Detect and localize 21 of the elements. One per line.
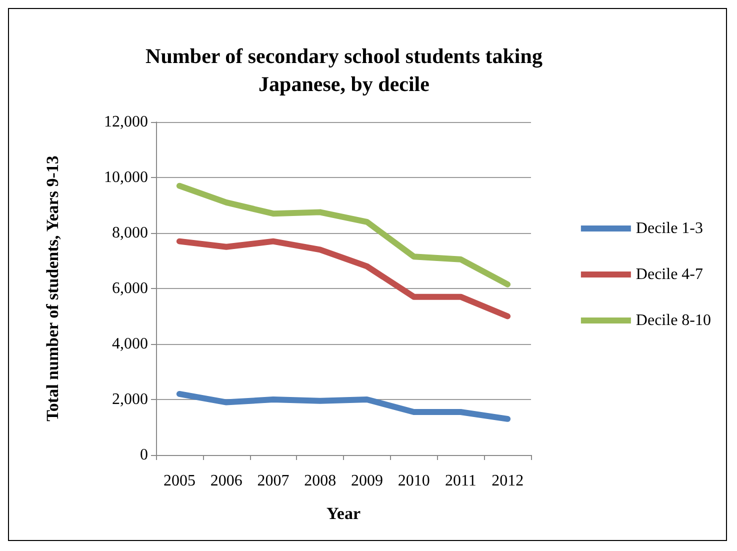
y-tick-label: 4,000: [112, 336, 148, 352]
y-tick-label: 12,000: [104, 114, 148, 130]
legend-label: Decile 1-3: [636, 220, 703, 237]
x-tick-label: 2009: [350, 472, 383, 490]
legend-label: Decile 8-10: [636, 312, 711, 329]
x-tick-label: 2007: [257, 472, 290, 490]
x-tick-label: 2012: [492, 472, 524, 490]
y-tick-label: 6,000: [112, 280, 148, 297]
x-tick-label: 2011: [444, 472, 476, 490]
x-axis-title: Year: [326, 504, 361, 523]
x-tick-label: 2010: [398, 472, 430, 490]
y-tick-label: 0: [140, 446, 148, 464]
y-tick-label: 2,000: [112, 391, 148, 408]
y-tick-label: 8,000: [112, 224, 148, 242]
chart-title: Number of secondary school students taking Japanese, by decile: [146, 44, 543, 96]
x-tick-label: 2005: [163, 472, 196, 490]
legend-label: Decile 4-7: [636, 266, 703, 283]
x-tick-label: 2008: [304, 472, 336, 490]
x-tick-label: 2006: [210, 472, 242, 490]
y-axis-title: Total number of students, Years 9-13: [43, 156, 62, 422]
y-tick-label: 10,000: [104, 169, 148, 186]
